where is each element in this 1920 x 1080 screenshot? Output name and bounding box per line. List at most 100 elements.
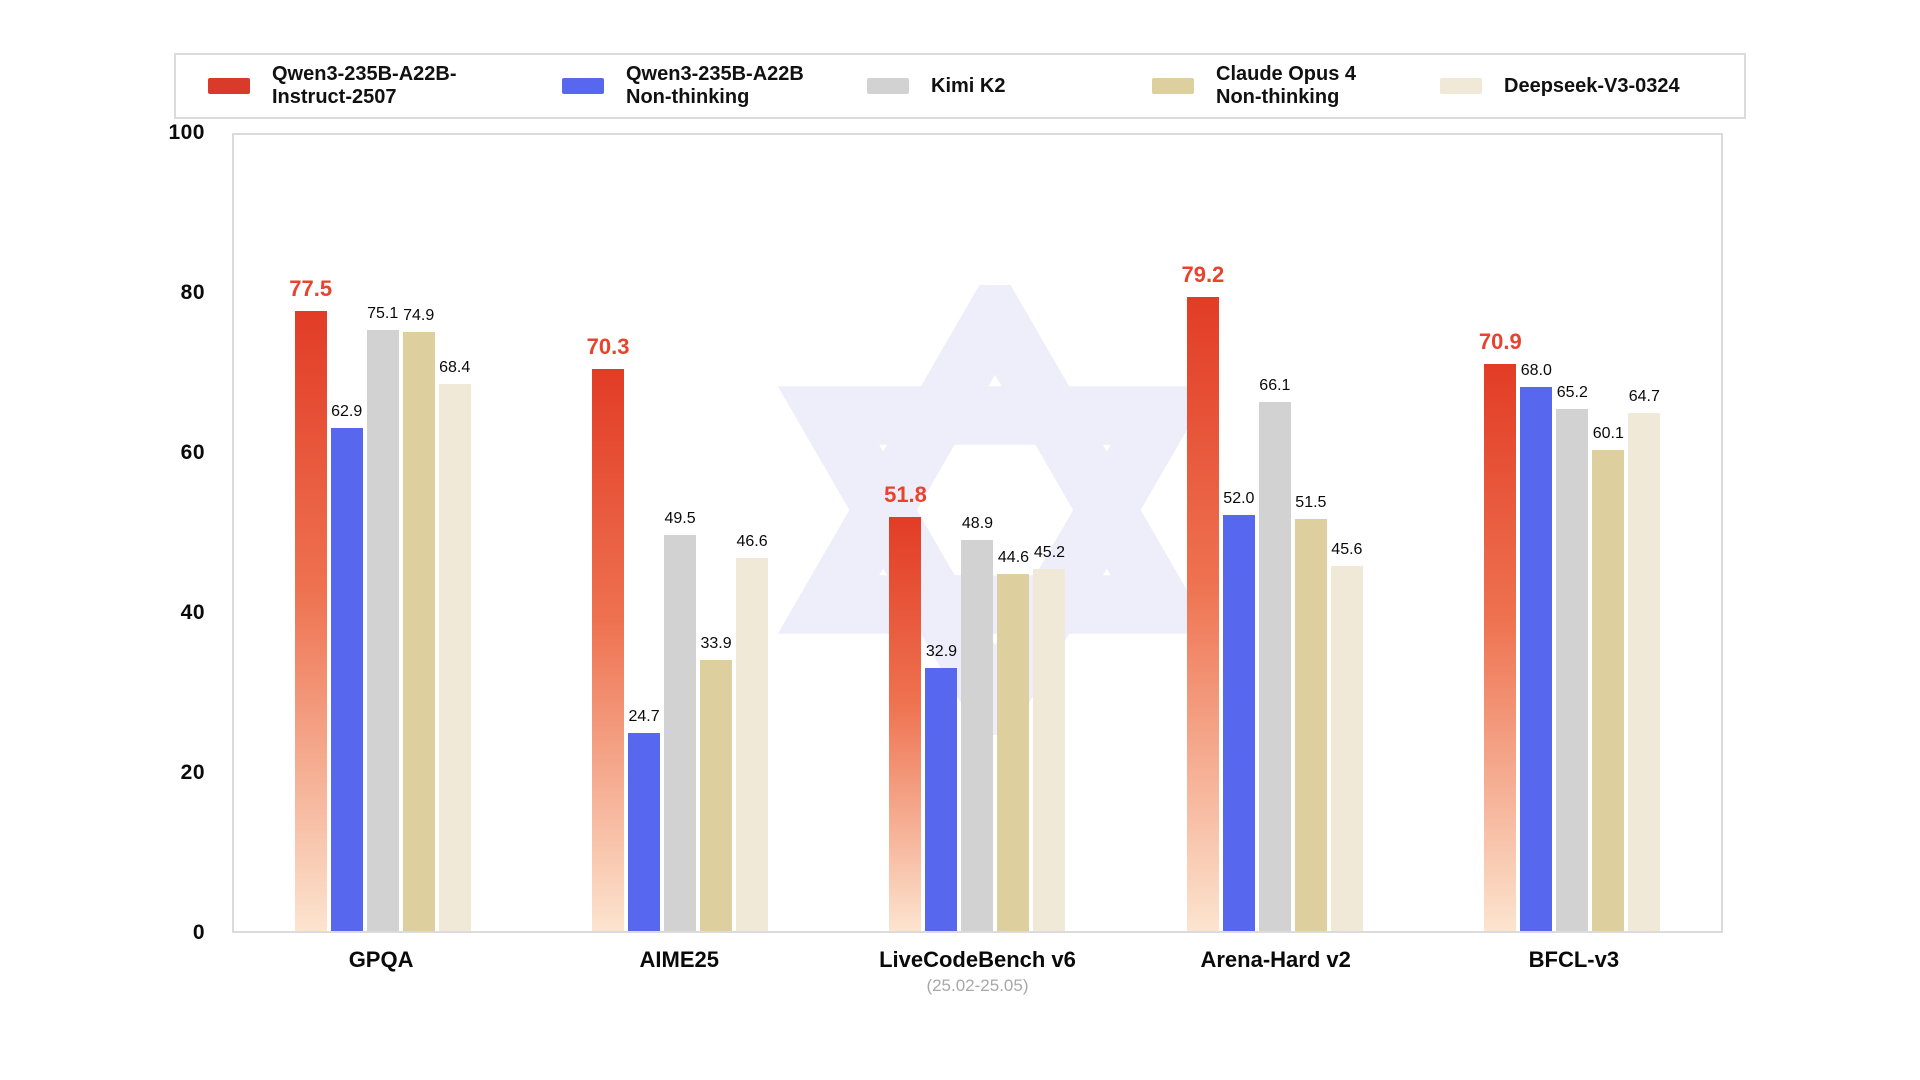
legend-item-kimi-k2: Kimi K2 <box>867 55 1005 117</box>
bar-value-label: 51.8 <box>884 481 927 507</box>
y-tick-80: 80 <box>180 281 205 304</box>
x-category-sublabel: (25.02-25.05) <box>926 976 1029 995</box>
legend-label-qwen3-instruct-2507: Qwen3-235B-A22B- Instruct-2507 <box>272 63 457 108</box>
bar-group-BFCL-v3: 70.9 68.0 65.2 60.1 64.7 <box>1424 135 1721 931</box>
bar-value-label: 32.9 <box>925 642 958 660</box>
bar-slot: 66.1 <box>1258 135 1291 931</box>
bar-Claude Opus 4 Non-thinking-Arena-Hard v2 <box>1294 519 1327 931</box>
bar-Deepseek-V3-0324-BFCL-v3 <box>1628 413 1661 931</box>
bar-slot: 62.9 <box>330 135 363 931</box>
bar-value-label: 45.2 <box>1033 544 1066 562</box>
bar-value-label: 79.2 <box>1181 262 1225 288</box>
bar-value-label: 70.9 <box>1478 328 1522 354</box>
bar-Kimi K2-BFCL-v3 <box>1556 409 1589 931</box>
bar-value-label: 60.1 <box>1592 425 1624 443</box>
bar-Kimi K2-GPQA <box>366 330 399 931</box>
legend-label-deepseek-v3-0324: Deepseek-V3-0324 <box>1504 74 1680 97</box>
x-category-label: LiveCodeBench v6 <box>879 947 1076 972</box>
bar-slot: 68.0 <box>1520 135 1553 931</box>
bar-slot: 45.2 <box>1033 135 1066 931</box>
bar-value-label: 74.9 <box>403 306 435 324</box>
bar-slot: 33.9 <box>700 135 733 931</box>
bar-slot: 24.7 <box>628 135 661 931</box>
legend-swatch-qwen3-instruct-2507 <box>208 78 250 94</box>
bar-group-GPQA: 77.5 62.9 75.1 74.9 68.4 <box>234 135 531 931</box>
legend-swatch-deepseek-v3-0324 <box>1440 78 1482 94</box>
bar-value-label: 44.6 <box>997 549 1030 567</box>
bar-value-label: 48.9 <box>961 514 994 532</box>
y-axis-tick-labels: 0 20 40 60 80 100 <box>100 121 205 944</box>
y-tick-0: 0 <box>192 921 205 944</box>
x-label-cell-GPQA: GPQA <box>232 947 530 973</box>
bar-value-label: 33.9 <box>700 634 732 652</box>
bar-Claude Opus 4 Non-thinking-BFCL-v3 <box>1592 450 1625 931</box>
bar-Kimi K2-Arena-Hard v2 <box>1258 402 1291 931</box>
x-category-label: Arena-Hard v2 <box>1200 947 1351 972</box>
bar-slot: 52.0 <box>1222 135 1255 931</box>
y-tick-60: 60 <box>180 441 205 464</box>
bar-slot: 70.3 <box>587 135 630 931</box>
bar-group-LiveCodeBench v6: 51.8 32.9 48.9 44.6 45.2 <box>829 135 1126 931</box>
x-category-label: AIME25 <box>639 947 720 972</box>
bar-group-Arena-Hard v2: 79.2 52.0 66.1 51.5 45.6 <box>1126 135 1423 931</box>
bar-group-AIME25: 70.3 24.7 49.5 33.9 46.6 <box>531 135 828 931</box>
bar-value-label: 49.5 <box>664 510 696 527</box>
bar-Qwen3-235B-A22B Non-thinking-Arena-Hard v2 <box>1222 515 1255 931</box>
bar-slot: 68.4 <box>438 135 471 931</box>
x-label-cell-LiveCodeBench v6: LiveCodeBench v6 (25.02-25.05) <box>828 947 1126 996</box>
bar-slot: 51.8 <box>884 135 927 931</box>
bar-slot: 64.7 <box>1628 135 1661 931</box>
bar-Deepseek-V3-0324-LiveCodeBench v6 <box>1033 569 1066 931</box>
bar-slot: 70.9 <box>1479 135 1522 931</box>
x-label-cell-BFCL-v3: BFCL-v3 <box>1425 947 1723 973</box>
bar-Claude Opus 4 Non-thinking-LiveCodeBench v6 <box>997 574 1030 931</box>
x-category-label: GPQA <box>348 947 414 972</box>
chart-legend: Qwen3-235B-A22B- Instruct-2507 Qwen3-235B… <box>174 53 1746 119</box>
bar-slot: 65.2 <box>1556 135 1589 931</box>
bar-Qwen3-235B-A22B Non-thinking-GPQA <box>330 427 363 931</box>
y-tick-20: 20 <box>180 761 205 784</box>
bar-slot: 49.5 <box>664 135 697 931</box>
bar-Claude Opus 4 Non-thinking-AIME25 <box>700 659 733 931</box>
bar-slot: 46.6 <box>736 135 769 931</box>
legend-item-qwen3-non-thinking: Qwen3-235B-A22B Non-thinking <box>562 55 804 117</box>
bar-Qwen3-235B-A22B-Instruct-2507-AIME25 <box>592 368 625 931</box>
bar-slot: 75.1 <box>366 135 399 931</box>
bar-value-label: 68.4 <box>439 358 471 376</box>
legend-swatch-claude-opus-4-non-thinking <box>1152 78 1194 94</box>
bar-value-label: 46.6 <box>736 533 768 551</box>
bar-Qwen3-235B-A22B-Instruct-2507-Arena-Hard v2 <box>1186 297 1219 931</box>
bar-value-label: 70.3 <box>586 333 630 359</box>
x-category-label: BFCL-v3 <box>1528 947 1620 972</box>
bar-value-label: 77.5 <box>289 276 333 301</box>
bar-slot: 77.5 <box>289 135 332 931</box>
bar-Qwen3-235B-A22B-Instruct-2507-BFCL-v3 <box>1484 363 1517 931</box>
bar-value-label: 62.9 <box>331 402 363 420</box>
legend-swatch-qwen3-non-thinking <box>562 78 604 94</box>
bar-value-label: 51.5 <box>1295 494 1327 511</box>
bar-slot: 44.6 <box>997 135 1030 931</box>
bar-slot: 60.1 <box>1592 135 1625 931</box>
bar-Qwen3-235B-A22B Non-thinking-BFCL-v3 <box>1520 387 1553 931</box>
y-tick-40: 40 <box>180 601 205 624</box>
bar-Claude Opus 4 Non-thinking-GPQA <box>402 331 435 931</box>
bar-value-label: 66.1 <box>1259 377 1291 395</box>
bar-value-label: 65.2 <box>1556 384 1588 402</box>
x-label-cell-Arena-Hard v2: Arena-Hard v2 <box>1127 947 1425 973</box>
bar-Kimi K2-AIME25 <box>664 535 697 931</box>
x-label-cell-AIME25: AIME25 <box>530 947 828 973</box>
bar-value-label: 68.0 <box>1520 362 1552 379</box>
legend-label-kimi-k2: Kimi K2 <box>931 74 1006 97</box>
bar-slot: 32.9 <box>925 135 958 931</box>
bar-Deepseek-V3-0324-GPQA <box>438 383 471 931</box>
legend-swatch-kimi-k2 <box>867 78 909 94</box>
bar-value-label: 52.0 <box>1223 490 1255 507</box>
bar-Qwen3-235B-A22B Non-thinking-AIME25 <box>628 733 661 931</box>
bar-value-label: 64.7 <box>1628 388 1660 406</box>
bar-Deepseek-V3-0324-AIME25 <box>736 558 769 931</box>
plot-area: 77.5 62.9 75.1 74.9 68.4 70.3 24.7 49.5 33.9 46.6… <box>232 133 1723 933</box>
bar-slot: 79.2 <box>1181 135 1224 931</box>
bar-Qwen3-235B-A22B Non-thinking-LiveCodeBench v6 <box>925 667 958 931</box>
bar-Qwen3-235B-A22B-Instruct-2507-GPQA <box>294 311 327 931</box>
